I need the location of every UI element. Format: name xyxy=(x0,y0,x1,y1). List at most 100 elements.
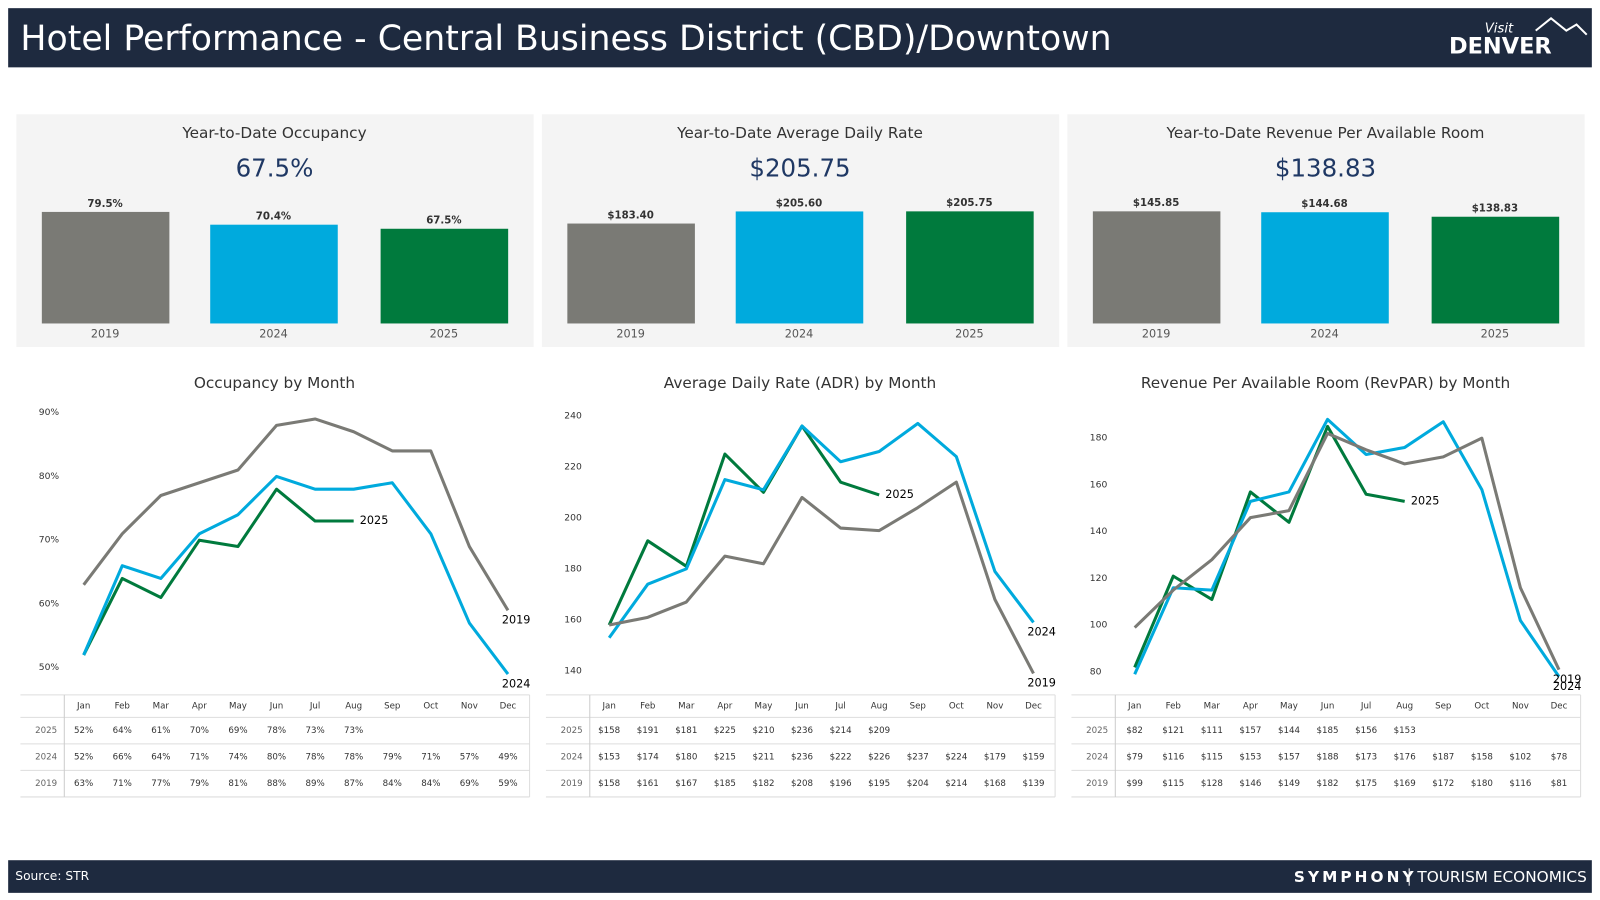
table-cell: 70% xyxy=(190,726,209,736)
logo-top: Visit xyxy=(1485,22,1514,37)
table-month: Mar xyxy=(1204,702,1221,712)
table-month: Jun xyxy=(794,702,809,712)
table-cell: 74% xyxy=(228,753,247,763)
y-tick-label: 140 xyxy=(1090,526,1108,537)
table-month: Apr xyxy=(1243,702,1258,712)
table-cell: $185 xyxy=(714,779,736,789)
table-month: Nov xyxy=(1512,702,1529,712)
category-label: 2024 xyxy=(785,328,814,341)
kpi-value: $138.83 xyxy=(1275,153,1376,182)
table-cell: 89% xyxy=(305,779,324,789)
bar xyxy=(1261,212,1389,324)
table-cell: 80% xyxy=(267,753,286,763)
kpi-value: $205.75 xyxy=(749,153,850,182)
table-cell: $156 xyxy=(1355,726,1377,736)
bar xyxy=(735,211,864,324)
table-cell: $180 xyxy=(1471,779,1493,789)
table-cell: 59% xyxy=(498,779,517,789)
chart-title: Revenue Per Available Room (RevPAR) by M… xyxy=(1141,374,1510,392)
table-cell: 64% xyxy=(113,726,132,736)
table-cell: $196 xyxy=(830,779,852,789)
table-cell: $78 xyxy=(1551,753,1568,763)
table-cell: $116 xyxy=(1162,753,1184,763)
y-tick-label: 200 xyxy=(564,512,582,523)
series-label: 2024 xyxy=(1553,680,1582,693)
bar-label: $144.68 xyxy=(1301,199,1347,210)
bar xyxy=(906,211,1034,324)
table-month: Oct xyxy=(949,702,965,712)
table-cell: $121 xyxy=(1162,726,1184,736)
table-cell: $161 xyxy=(637,779,659,789)
y-tick-label: 120 xyxy=(1090,573,1108,584)
table-month: Dec xyxy=(500,702,517,712)
bar-label: $145.85 xyxy=(1133,198,1179,209)
table-month: Sep xyxy=(910,702,927,712)
table-cell: $179 xyxy=(984,753,1006,763)
y-tick-label: 180 xyxy=(1090,433,1108,444)
bar-label: 67.5% xyxy=(426,216,461,227)
table-cell: 78% xyxy=(305,753,324,763)
table-month: Dec xyxy=(1551,702,1568,712)
kpi-title: Year-to-Date Revenue Per Available Room xyxy=(1166,124,1485,142)
table-cell: $174 xyxy=(637,753,660,763)
table-month: Sep xyxy=(384,702,401,712)
bar-label: 79.5% xyxy=(87,199,122,210)
table-row-label: 2024 xyxy=(561,753,584,763)
series-label: 2024 xyxy=(1027,626,1056,639)
table-cell: $115 xyxy=(1201,753,1223,763)
series-label: 2025 xyxy=(360,514,389,527)
series-line xyxy=(1133,417,1561,678)
series-line xyxy=(607,421,1035,639)
y-tick-label: 160 xyxy=(564,614,582,625)
table-cell: 63% xyxy=(74,779,93,789)
table-cell: $153 xyxy=(598,753,620,763)
logo-mountain xyxy=(1535,17,1588,36)
table-cell: $225 xyxy=(714,726,736,736)
series-line xyxy=(1133,424,1405,668)
table-cell: $211 xyxy=(752,753,774,763)
table-month: Aug xyxy=(871,702,888,712)
table-cell: 88% xyxy=(267,779,286,789)
category-label: 2019 xyxy=(616,328,645,341)
table-cell: $139 xyxy=(1022,779,1044,789)
series-label: 2025 xyxy=(1411,494,1440,507)
y-tick-label: 160 xyxy=(1090,479,1108,490)
table-cell: $222 xyxy=(830,753,852,763)
table-cell: $128 xyxy=(1201,779,1223,789)
source: Source: STR xyxy=(15,869,89,883)
table-cell: $172 xyxy=(1432,779,1454,789)
table-cell: 52% xyxy=(74,726,93,736)
table-month: Mar xyxy=(678,702,695,712)
table-cell: $237 xyxy=(907,753,929,763)
table-cell: $224 xyxy=(945,753,968,763)
table-cell: $158 xyxy=(598,779,620,789)
brand: SYMPHONY xyxy=(1294,868,1417,886)
table-cell: $79 xyxy=(1126,753,1143,763)
table-cell: 81% xyxy=(228,779,247,789)
series-line xyxy=(608,480,1035,675)
table-month: Jul xyxy=(1360,702,1371,712)
series-label: 2019 xyxy=(1027,677,1056,690)
table-cell: 49% xyxy=(498,753,517,763)
table-month: Jul xyxy=(309,702,320,712)
series-line xyxy=(1133,431,1561,671)
y-tick-label: 60% xyxy=(39,598,60,609)
bar xyxy=(1092,211,1221,324)
table-cell: $81 xyxy=(1551,779,1568,789)
table-cell: $175 xyxy=(1355,779,1377,789)
bar xyxy=(41,211,170,324)
y-tick-label: 220 xyxy=(564,461,582,472)
category-label: 2019 xyxy=(1142,328,1171,341)
table-month: May xyxy=(1280,702,1298,712)
table-cell: 84% xyxy=(383,779,402,789)
table-cell: $144 xyxy=(1278,726,1301,736)
table-cell: 78% xyxy=(344,753,363,763)
table-cell: 71% xyxy=(113,779,132,789)
category-label: 2025 xyxy=(955,328,984,341)
table-month: Oct xyxy=(1474,702,1490,712)
table-cell: $157 xyxy=(1278,753,1300,763)
table-cell: $169 xyxy=(1394,779,1416,789)
table-row-label: 2025 xyxy=(35,726,57,736)
table-cell: $180 xyxy=(675,753,697,763)
